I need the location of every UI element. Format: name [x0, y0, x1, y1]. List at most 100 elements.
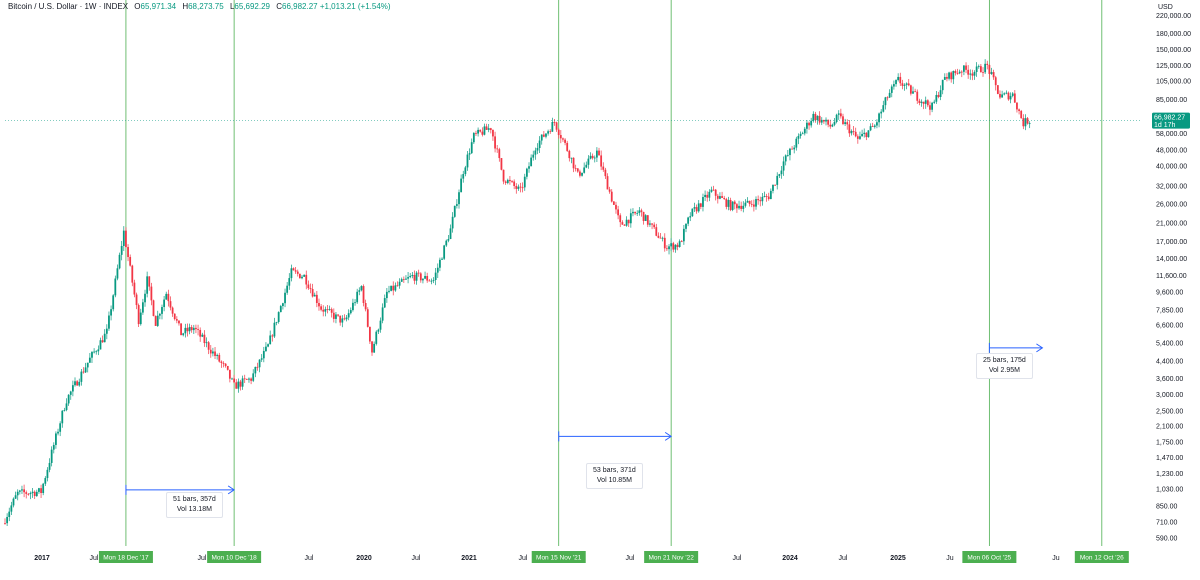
candle-body — [362, 286, 365, 303]
candle-body — [559, 135, 562, 139]
candle-body — [305, 274, 308, 285]
candle-body — [46, 469, 49, 479]
candle-body — [994, 77, 997, 86]
candle-body — [402, 279, 405, 280]
time-marker-lines — [125, 0, 1103, 546]
measurement-box-1[interactable]: 51 bars, 357d Vol 13.18M — [166, 492, 223, 518]
change-value: +1,013.21 (+1.54%) — [319, 2, 391, 11]
candle-body — [899, 76, 902, 84]
measurement-box-2[interactable]: 53 bars, 371d Vol 10.85M — [586, 463, 643, 489]
candle-body — [296, 271, 299, 274]
candle-body — [564, 139, 566, 143]
candle-body — [57, 431, 59, 434]
candle-body — [909, 85, 912, 94]
price-tick-label: 150,000.00 — [1156, 47, 1191, 54]
time-tick-label: Jul — [305, 555, 314, 562]
candle-body — [216, 354, 219, 356]
candle-body — [869, 126, 872, 131]
candle-body — [288, 278, 291, 286]
candle-body — [426, 275, 429, 281]
candle-body — [377, 329, 380, 332]
candle-body — [931, 102, 933, 110]
candle-body — [867, 130, 870, 138]
candle-body — [29, 493, 32, 495]
candle-body — [846, 122, 849, 125]
time-tick-label: Jul — [412, 555, 421, 562]
time-marker-tag — [1074, 551, 1129, 563]
candle-body — [481, 131, 484, 135]
candle-body — [279, 306, 282, 313]
time-tick-label: Jul — [626, 555, 635, 562]
candle-body — [893, 84, 895, 87]
candle-body — [850, 131, 853, 134]
candle-body — [890, 86, 893, 93]
time-axis[interactable]: 2017 Jul Jul Jul 2020 Jul 2021 Jul Jul Jul 2024 Jul… — [34, 551, 1129, 563]
candle-body — [417, 272, 420, 274]
candle-body — [685, 223, 687, 229]
candle-body — [882, 105, 885, 112]
candle-body — [598, 150, 600, 156]
measurement-box-3[interactable]: 25 bars, 175d Vol 2.95M — [976, 353, 1033, 379]
candle-body — [82, 371, 85, 373]
candle-body — [487, 128, 490, 130]
candle-body — [78, 381, 81, 386]
candle-body — [131, 265, 134, 283]
candle-body — [379, 320, 382, 330]
candle-body — [489, 128, 492, 130]
candle-body — [1007, 92, 1010, 100]
candle-body — [33, 491, 36, 497]
candle-body — [328, 309, 331, 310]
time-marker-tag — [98, 551, 153, 563]
candle-body — [929, 105, 931, 110]
bar-countdown: 1d 17h — [1154, 122, 1176, 129]
candle-body — [318, 303, 320, 307]
candle-body — [583, 167, 586, 173]
candle-body — [721, 196, 723, 198]
candle-body — [466, 154, 469, 168]
candle-body — [515, 185, 518, 189]
candle-body — [445, 240, 448, 246]
candle-body — [65, 403, 68, 411]
candle-body — [254, 366, 257, 374]
price-tick-label: 1,230.00 — [1156, 471, 1183, 478]
candle-body — [644, 215, 647, 221]
candle-body — [69, 391, 72, 395]
candle-body — [852, 131, 855, 132]
time-marker-label: Mon 12 Oct '26 — [1080, 555, 1124, 562]
candle-body — [354, 302, 356, 304]
candle-body — [441, 258, 443, 260]
candle-body — [901, 83, 904, 86]
candle-body — [205, 342, 208, 344]
candle-body — [103, 333, 106, 343]
candle-body — [169, 301, 172, 308]
candle-body — [517, 186, 520, 189]
candle-body — [1013, 93, 1016, 103]
candle-body — [358, 290, 361, 292]
candle-body — [933, 101, 936, 103]
measurement-bars: 51 bars, 357d — [173, 496, 216, 503]
candle-body — [772, 184, 774, 191]
candle-body — [608, 189, 611, 192]
candle-body — [294, 270, 297, 272]
time-marker-label: Mon 10 Dec '18 — [211, 555, 257, 562]
candle-body — [439, 259, 441, 268]
candle-body — [513, 181, 516, 186]
candle-body — [1009, 95, 1012, 100]
candle-body — [88, 357, 91, 363]
candle-body — [710, 189, 713, 192]
candle-body — [973, 72, 976, 76]
candle-body — [803, 128, 806, 134]
candle-body — [326, 309, 329, 310]
candle-body — [298, 273, 301, 279]
candle-body — [568, 150, 571, 159]
candle-body — [897, 76, 900, 81]
price-axis[interactable]: USD 220,000.00 180,000.00 150,000.00 125,000… — [1152, 4, 1191, 543]
candle-body — [625, 219, 628, 226]
candle-body — [67, 394, 70, 404]
candle-body — [141, 302, 144, 313]
candle-body — [1024, 118, 1027, 127]
candle-body — [394, 285, 397, 291]
candle-body — [697, 203, 700, 212]
